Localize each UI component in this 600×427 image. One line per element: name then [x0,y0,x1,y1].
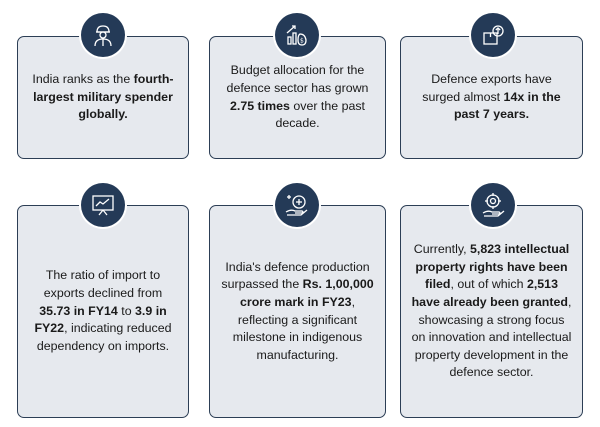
body-text: , reflecting a significant milestone in … [232,294,363,362]
highlight-text: 14x in the past 7 years. [453,89,561,122]
body-text: The ratio of import to exports declined … [43,268,163,301]
body-text: over the past decade. [275,98,365,131]
body-text: , indicating reduced dependency on impor… [36,321,172,353]
body-text: India's defence production surpassed the [221,259,370,292]
body-text: , out of which [450,277,527,292]
highlight-text: Rs. 1,00,000 crore mark in FY23 [239,277,374,309]
card-text: India's defence production surpassed the… [210,259,385,365]
body-text: Budget allocation for the defence sector… [226,63,369,95]
budget-growth-icon: $ [275,13,319,57]
card-intellectual-property: Currently, 5,823 intellectual property r… [400,205,583,418]
target-hand-icon [471,183,515,227]
body-text: , showcasing a strong focus on innovatio… [411,294,572,380]
export-box-icon [471,13,515,57]
card-budget-allocation: Budget allocation for the defence sector… [209,36,386,159]
card-text: Defence exports have surged almost 14x i… [401,71,582,124]
presentation-chart-icon [81,183,125,227]
card-text: India ranks as the fourth-largest milita… [18,71,188,124]
card-text: The ratio of import to exports declined … [18,267,188,355]
body-text: Currently, [413,242,471,257]
highlight-text: 2.75 times [229,98,290,113]
card-text: Currently, 5,823 intellectual property r… [401,241,582,382]
card-defence-production: India's defence production surpassed the… [209,205,386,418]
card-import-export-ratio: The ratio of import to exports declined … [17,205,189,418]
body-text: to [117,303,136,318]
card-text: Budget allocation for the defence sector… [210,62,385,132]
svg-text:$: $ [300,38,304,45]
highlight-text: fourth-largest military spender globally… [33,72,174,122]
highlight-text: 2,513 have already been granted [411,277,568,309]
highlight-text: 3.9 in FY22 [34,303,167,336]
body-text: Defence exports have surged almost [422,72,552,104]
soldier-icon [81,13,125,57]
highlight-text: 35.73 in FY14 [39,303,118,318]
hand-plus-icon [275,183,319,227]
body-text: India ranks as the [32,72,134,87]
highlight-text: 5,823 intellectual property rights have … [415,242,570,292]
